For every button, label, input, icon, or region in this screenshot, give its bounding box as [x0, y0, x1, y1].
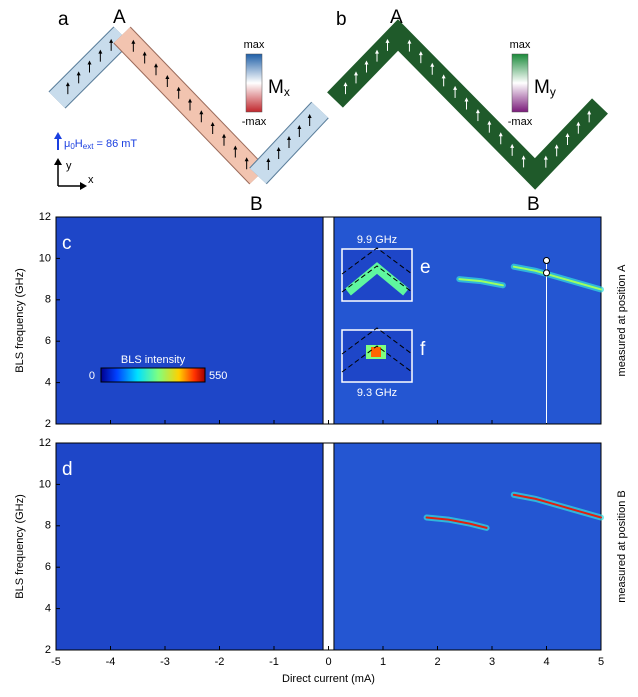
- y-tick-label: 12: [39, 211, 51, 223]
- panel-label: e: [420, 257, 431, 278]
- panel-label: f: [420, 339, 426, 360]
- background: [56, 217, 323, 424]
- position-label: B: [250, 194, 263, 215]
- panel-a: [57, 35, 320, 176]
- panel-label: b: [336, 9, 347, 30]
- colorbar: [101, 368, 205, 382]
- y-tick-label: 4: [45, 603, 51, 615]
- panel-b: [335, 35, 600, 174]
- x-tick-label: 1: [380, 656, 386, 668]
- axis-label: x: [88, 174, 94, 186]
- arrowhead: [54, 158, 62, 165]
- cbar-min: -max: [508, 116, 533, 128]
- colorbar: [512, 54, 528, 112]
- y-tick-label: 6: [45, 335, 51, 347]
- position-label: A: [113, 7, 126, 28]
- panel-label: a: [58, 9, 69, 30]
- panel-label: c: [62, 233, 72, 254]
- y-tick-label: 10: [39, 478, 51, 490]
- panel-label: d: [62, 459, 73, 480]
- position-label: B: [527, 194, 540, 215]
- x-tick-label: -5: [51, 656, 61, 668]
- x-tick-label: 5: [598, 656, 604, 668]
- colorbar: [246, 54, 262, 112]
- background: [334, 443, 601, 650]
- component: Mx: [268, 77, 290, 99]
- x-tick-label: 4: [543, 656, 549, 668]
- wire: [335, 35, 600, 174]
- side-label: measured at position A: [616, 264, 628, 377]
- side-label: measured at position B: [616, 490, 628, 603]
- field-label: μ0Hext = 86 mT: [64, 138, 137, 151]
- background: [56, 443, 323, 650]
- marker: [544, 270, 550, 276]
- component: My: [534, 77, 556, 99]
- figure: a A B max -max Mx b A B max -max My μ0He…: [0, 0, 638, 692]
- position-label: A: [390, 7, 403, 28]
- hotspot: [371, 347, 381, 357]
- sub: x: [284, 85, 290, 99]
- colorbar-title: BLS intensity: [121, 354, 186, 366]
- gap: [323, 217, 334, 424]
- axis-label: y: [66, 160, 72, 172]
- gap: [323, 443, 334, 650]
- x-tick-label: -4: [106, 656, 116, 668]
- m: M: [534, 77, 550, 98]
- t: = 86 mT: [93, 138, 137, 150]
- x-tick-label: 2: [434, 656, 440, 668]
- x-axis-label: Direct current (mA): [282, 673, 375, 685]
- colorbar-min: 0: [89, 370, 95, 382]
- x-tick-label: -1: [269, 656, 279, 668]
- arrowhead: [80, 182, 87, 190]
- y-axis-label: BLS frequency (GHz): [14, 268, 26, 373]
- y-tick-label: 6: [45, 561, 51, 573]
- cbar-min: -max: [242, 116, 267, 128]
- y-tick-label: 2: [45, 644, 51, 656]
- cbar-max: max: [510, 39, 531, 51]
- y-tick-label: 10: [39, 252, 51, 264]
- inset-label: 9.9 GHz: [357, 234, 397, 246]
- y-axis-label: BLS frequency (GHz): [14, 494, 26, 599]
- y-tick-label: 8: [45, 294, 51, 306]
- y-tick-label: 12: [39, 437, 51, 449]
- y-tick-label: 2: [45, 418, 51, 430]
- y-tick-label: 4: [45, 377, 51, 389]
- arrowhead: [54, 132, 62, 139]
- x-tick-label: 3: [489, 656, 495, 668]
- t: H: [75, 138, 83, 150]
- colorbar-max: 550: [209, 370, 227, 382]
- x-tick-label: -2: [215, 656, 225, 668]
- cbar-max: max: [244, 39, 265, 51]
- sub: y: [550, 85, 556, 99]
- m: M: [268, 77, 284, 98]
- x-tick-label: -3: [160, 656, 170, 668]
- y-tick-label: 8: [45, 520, 51, 532]
- inset-label: 9.3 GHz: [357, 387, 397, 399]
- x-tick-label: 0: [325, 656, 331, 668]
- marker: [544, 257, 550, 263]
